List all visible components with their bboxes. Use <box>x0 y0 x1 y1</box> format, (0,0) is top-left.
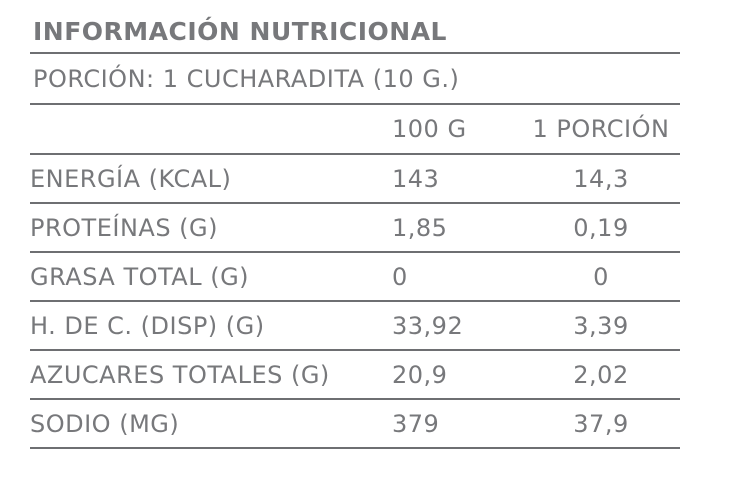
value-100g: 33,92 <box>392 311 464 340</box>
portion-text: PORCIÓN: 1 CUCHARADITA (10 G.) <box>33 65 460 93</box>
value-100g: 0 <box>392 262 408 291</box>
table-row-sodio: SODIO (MG) 379 37,9 <box>30 399 680 448</box>
row-label: H. DE C. (DISP) (G) <box>30 311 265 340</box>
value-portion: 14,3 <box>573 164 629 193</box>
table-row-hidratos-carbono: H. DE C. (DISP) (G) 33,92 3,39 <box>30 301 680 350</box>
column-header-100g: 100 G <box>392 115 467 143</box>
row-label: PROTEÍNAS (G) <box>30 213 218 242</box>
nutrition-table: 100 G 1 PORCIÓN ENERGÍA (KCAL) 143 14,3 … <box>30 105 680 449</box>
table-row-proteinas: PROTEÍNAS (G) 1,85 0,19 <box>30 203 680 252</box>
column-header-empty <box>30 105 392 154</box>
value-portion: 2,02 <box>573 360 629 389</box>
page-title: INFORMACIÓN NUTRICIONAL <box>30 0 680 54</box>
row-label: ENERGÍA (KCAL) <box>30 164 232 193</box>
value-100g: 143 <box>392 164 440 193</box>
value-100g: 379 <box>392 409 440 438</box>
value-100g: 20,9 <box>392 360 448 389</box>
table-row-azucares-totales: AZUCARES TOTALES (G) 20,9 2,02 <box>30 350 680 399</box>
value-portion: 37,9 <box>573 409 629 438</box>
value-portion: 3,39 <box>573 311 629 340</box>
value-100g: 1,85 <box>392 213 448 242</box>
value-portion: 0 <box>593 262 609 291</box>
value-portion: 0,19 <box>573 213 629 242</box>
column-header-portion: 1 PORCIÓN <box>532 115 670 143</box>
table-row-grasa-total: GRASA TOTAL (G) 0 0 <box>30 252 680 301</box>
row-label: AZUCARES TOTALES (G) <box>30 360 330 389</box>
row-label: SODIO (MG) <box>30 409 180 438</box>
table-row-energia: ENERGÍA (KCAL) 143 14,3 <box>30 154 680 203</box>
table-header-row: 100 G 1 PORCIÓN <box>30 105 680 154</box>
row-label: GRASA TOTAL (G) <box>30 262 250 291</box>
portion-row: PORCIÓN: 1 CUCHARADITA (10 G.) <box>30 54 680 105</box>
nutrition-label: INFORMACIÓN NUTRICIONAL PORCIÓN: 1 CUCHA… <box>30 0 680 449</box>
